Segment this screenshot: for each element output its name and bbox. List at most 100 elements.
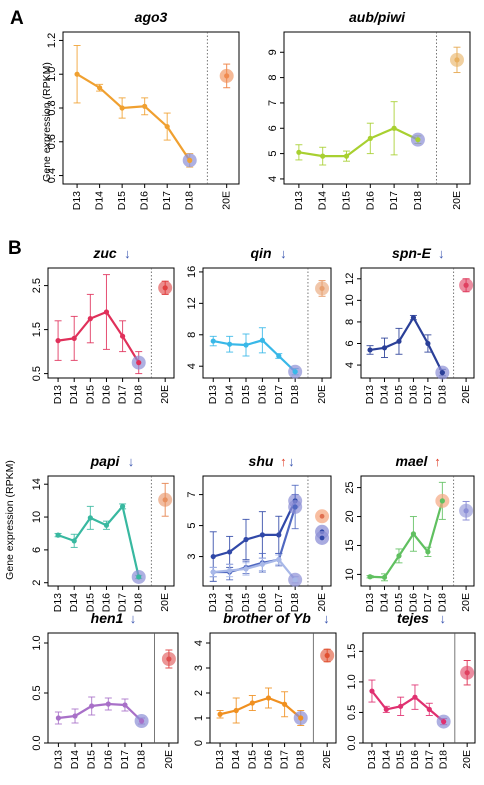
y-tick-label: 1 — [193, 715, 205, 721]
data-point — [367, 135, 373, 141]
x-tick-label: D17 — [279, 750, 291, 769]
y-tick-label: 10 — [344, 294, 356, 306]
y-tick-label: 0.4 — [46, 168, 58, 183]
plot-frame — [202, 267, 332, 379]
x-tick-label: D14 — [68, 385, 80, 404]
plot-frame — [360, 475, 475, 587]
data-point — [55, 338, 61, 344]
x-tick-label: D17 — [273, 593, 285, 612]
x-tick-label: D15 — [393, 385, 405, 404]
data-point — [243, 342, 249, 348]
chart-title: ago3 — [135, 9, 168, 25]
data-point — [249, 700, 255, 706]
outlier-point — [162, 497, 168, 503]
data-point — [410, 315, 417, 321]
down-arrow-icon: ↓ — [128, 454, 135, 469]
data-point — [367, 347, 373, 353]
y-tick-label: 0 — [193, 740, 205, 746]
data-point — [396, 553, 402, 559]
chart-title: zuc — [92, 245, 117, 261]
chart-shu: shu ↑ ↓ 3 5 7 D13 D14 D15 D16 D17 D18 20E — [186, 453, 332, 612]
y-tick-label: 0.5 — [346, 705, 358, 720]
outlier-point — [319, 513, 325, 519]
data-point — [217, 711, 223, 717]
data-point — [259, 532, 265, 538]
series-line — [57, 310, 140, 364]
x-tick-label: D15 — [246, 750, 258, 769]
y-tick-label: 6 — [344, 340, 356, 346]
x-tick-label: D18 — [436, 385, 448, 404]
x-tick-label: D13 — [52, 750, 64, 769]
x-tick-label: D17 — [388, 191, 400, 210]
y-tick-label: 10 — [31, 511, 43, 523]
series-line — [369, 500, 444, 579]
data-point — [103, 309, 110, 315]
x-tick-label: D18 — [412, 191, 424, 210]
chart-ago3: ago3 0.4 0.6 0.8 1.0 1.2 D13 D14 D15 D16 D17 D18 20E — [46, 9, 240, 210]
data-point — [71, 538, 77, 544]
x-tick-label: 20E — [221, 191, 233, 210]
up-arrow-icon: ↑ — [434, 454, 441, 469]
data-point — [426, 706, 432, 712]
data-point — [74, 71, 80, 77]
x-tick-label: D18 — [436, 593, 448, 612]
data-point — [119, 105, 125, 111]
x-tick-label: D17 — [117, 593, 129, 612]
x-tick-label: D17 — [422, 385, 434, 404]
data-point — [391, 125, 397, 131]
data-point — [164, 123, 170, 130]
outlier-point — [162, 285, 168, 291]
series-line — [213, 558, 297, 581]
chart-mael: mael ↑ 10 15 20 25 D13 D14 D15 D16 D17 D18 20E — [344, 453, 475, 612]
data-point — [119, 503, 126, 509]
data-point — [369, 688, 375, 694]
data-point — [210, 338, 216, 344]
data-point — [396, 338, 402, 344]
x-tick-label: D13 — [71, 191, 83, 210]
x-tick-label: D16 — [256, 385, 268, 404]
x-tick-label: 20E — [451, 191, 463, 210]
x-tick-label: D14 — [224, 593, 236, 612]
chart-title: spn-E — [392, 245, 432, 261]
outlier-point — [463, 282, 469, 288]
data-point — [55, 532, 61, 538]
data-point — [259, 337, 265, 343]
x-tick-label: D15 — [395, 750, 407, 769]
x-tick-label: D16 — [102, 750, 114, 769]
data-point — [210, 569, 216, 575]
x-tick-label: D14 — [94, 191, 106, 210]
x-tick-label: D15 — [86, 750, 98, 769]
x-tick-label: D14 — [317, 191, 329, 210]
data-point — [119, 333, 126, 339]
y-tick-label: 5 — [267, 151, 279, 157]
x-tick-label: D14 — [230, 750, 242, 769]
x-tick-label: D15 — [116, 191, 128, 210]
x-tick-label: D17 — [422, 593, 434, 612]
y-tick-label: 1.5 — [346, 644, 358, 659]
y-tick-label: 1.5 — [31, 322, 43, 337]
series-line — [213, 339, 296, 373]
x-tick-label: 20E — [460, 385, 472, 404]
data-point — [87, 515, 93, 521]
x-tick-label: 20E — [461, 750, 473, 769]
data-point — [412, 694, 418, 700]
series-line — [219, 696, 302, 719]
data-point — [243, 536, 249, 543]
data-point — [265, 695, 272, 701]
x-tick-label: D17 — [117, 385, 129, 404]
outlier-point — [166, 656, 172, 662]
plot-frame — [209, 632, 337, 744]
outlier-point — [319, 535, 325, 541]
data-point — [227, 549, 233, 555]
data-point — [296, 149, 302, 155]
x-tick-label: D14 — [380, 750, 392, 769]
down-arrow-icon: ↓ — [440, 611, 447, 626]
x-tick-label: D15 — [393, 593, 405, 612]
x-tick-label: D15 — [84, 593, 96, 612]
x-tick-label: 20E — [460, 593, 472, 612]
x-tick-label: D14 — [224, 385, 236, 404]
chart-qin: qin ↓ 4 8 12 16 D13 D14 D15 D16 D17 D18 20E — [186, 245, 332, 404]
chart-title: tejes — [397, 610, 429, 626]
chart-title: mael — [396, 453, 429, 469]
down-arrow-icon: ↓ — [288, 454, 295, 469]
